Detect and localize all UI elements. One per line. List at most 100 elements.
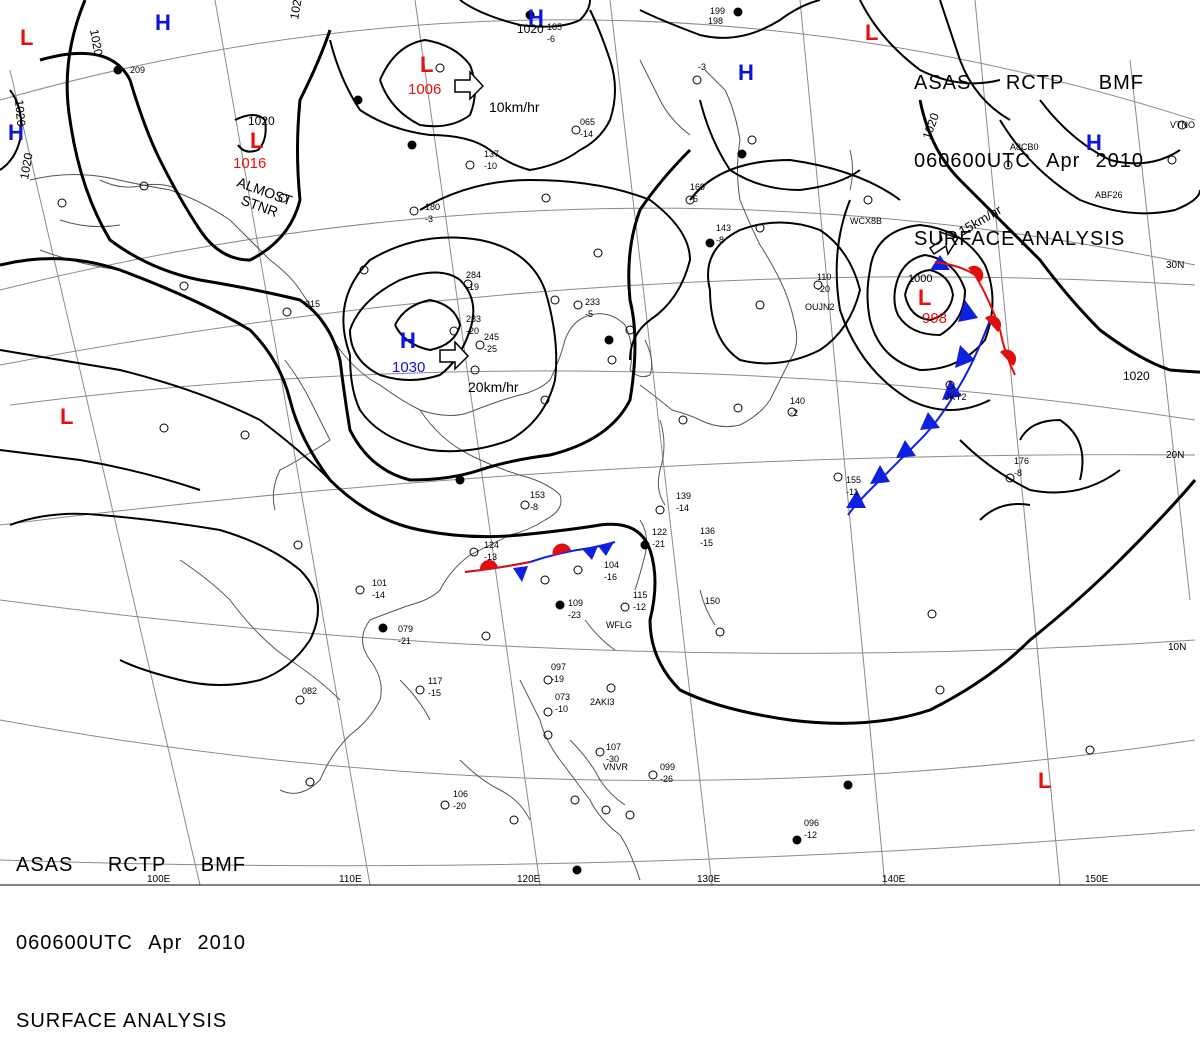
station-value: 122 bbox=[652, 527, 667, 537]
lon-label: 150E bbox=[1085, 874, 1109, 885]
lat-label: 10N bbox=[1168, 642, 1186, 653]
movement-arrow-icon bbox=[439, 70, 960, 371]
low-label: L bbox=[865, 20, 878, 45]
low-center-label: L bbox=[250, 128, 263, 153]
station-value: 082 bbox=[302, 686, 317, 696]
station-value: 101 bbox=[372, 578, 387, 588]
header-title: SURFACE ANALYSIS bbox=[914, 228, 1126, 250]
station-value: 065 bbox=[580, 117, 595, 127]
header-product: BMF bbox=[200, 854, 246, 876]
isobar-labels: 1020 1020 1020 1020 1020 1020 1020 1020 bbox=[12, 0, 1150, 383]
station-value: VTNO bbox=[1170, 120, 1195, 130]
station-value: 139 bbox=[676, 491, 691, 501]
station-value: 097 bbox=[551, 662, 566, 672]
station-value: -6 bbox=[547, 34, 555, 44]
header-year: 2010 bbox=[197, 932, 246, 954]
low-label: L bbox=[1038, 768, 1051, 793]
station-value: 104 bbox=[604, 560, 619, 570]
station-value: 155 bbox=[846, 475, 861, 485]
station-value: 284 bbox=[466, 270, 481, 280]
station-value: -8 bbox=[1014, 468, 1022, 478]
parallels bbox=[0, 19, 1196, 867]
station-value: WFLG bbox=[606, 620, 632, 630]
station-value: -8 bbox=[716, 235, 724, 245]
station-value: -3 bbox=[698, 62, 706, 72]
lat-label: 20N bbox=[1166, 450, 1184, 461]
header-month: Apr bbox=[148, 932, 183, 954]
station-value: 143 bbox=[716, 223, 731, 233]
station-value: -19 bbox=[466, 282, 479, 292]
station-value: 137 bbox=[484, 149, 499, 159]
header-year: 2010 bbox=[1095, 150, 1144, 172]
station-value: 107 bbox=[606, 742, 621, 752]
station-value: 283 bbox=[466, 314, 481, 324]
stationary-front-south bbox=[464, 541, 616, 582]
station-value: -13 bbox=[484, 552, 497, 562]
station-value: OUJN2 bbox=[805, 302, 835, 312]
lon-label: 130E bbox=[697, 874, 721, 885]
header-product: BMF bbox=[1098, 72, 1144, 94]
isobar-label-top: 1020 bbox=[517, 22, 544, 36]
high-label: H bbox=[738, 60, 754, 85]
graticule-labels: 30N 20N 10N 110E 120E 130E 140E 150E 100… bbox=[147, 260, 1186, 885]
station-value: -10 bbox=[484, 161, 497, 171]
lat-label: 30N bbox=[1166, 260, 1184, 271]
low-center-label: L bbox=[420, 52, 433, 77]
station-value: 153 bbox=[530, 490, 545, 500]
station-value: -25 bbox=[484, 344, 497, 354]
isobars bbox=[0, 0, 1200, 725]
header-station: RCTP bbox=[1005, 72, 1065, 94]
station-value: -5 bbox=[585, 309, 593, 319]
station-value: 124 bbox=[484, 540, 499, 550]
station-value: 185 bbox=[547, 22, 562, 32]
station-value: 176 bbox=[1014, 456, 1029, 466]
station-value: -14 bbox=[580, 129, 593, 139]
station-value: -21 bbox=[652, 539, 665, 549]
station-value: -14 bbox=[676, 503, 689, 513]
lon-label: 120E bbox=[517, 874, 541, 885]
station-value: 109 bbox=[568, 598, 583, 608]
station-value: VNVR bbox=[603, 762, 629, 772]
station-value: -15 bbox=[700, 538, 713, 548]
station-value: -8 bbox=[530, 502, 538, 512]
station-value: -19 bbox=[551, 674, 564, 684]
station-value: 096 bbox=[804, 818, 819, 828]
station-value: 245 bbox=[484, 332, 499, 342]
station-value: 115 bbox=[633, 590, 647, 600]
high-label: H bbox=[8, 120, 24, 145]
station-data: 284 -19 283 -20 245 -25 233 -5 153 -8 124 -13 101 -14… bbox=[130, 6, 1195, 840]
station-value: A8CB0 bbox=[1010, 142, 1039, 152]
svg-text:1020: 1020 bbox=[1123, 369, 1150, 383]
high-label: H bbox=[155, 10, 171, 35]
station-value: -12 bbox=[633, 602, 646, 612]
station-value: 140 bbox=[790, 396, 805, 406]
station-value: -2 bbox=[790, 408, 798, 418]
header-time: 060600UTC bbox=[914, 150, 1031, 172]
station-value: -20 bbox=[453, 801, 466, 811]
station-value: -26 bbox=[660, 774, 673, 784]
warm-front-east bbox=[934, 261, 1017, 376]
station-value: 117 bbox=[428, 676, 442, 686]
station-value: -12 bbox=[804, 830, 817, 840]
station-value: ABF26 bbox=[1095, 190, 1123, 200]
station-value: 180 bbox=[425, 202, 440, 212]
station-value: -5 bbox=[690, 194, 698, 204]
station-markers bbox=[57, 7, 1187, 875]
lon-label: 140E bbox=[882, 874, 906, 885]
station-value: 169 bbox=[690, 182, 705, 192]
station-value: 073 bbox=[555, 692, 570, 702]
station-value: 099 bbox=[660, 762, 675, 772]
station-value: -16 bbox=[604, 572, 617, 582]
header-title: SURFACE ANALYSIS bbox=[16, 1010, 228, 1032]
svg-text:1020: 1020 bbox=[17, 151, 35, 180]
high-label: H bbox=[1086, 130, 1102, 155]
high-motion-label: 20km/hr bbox=[468, 379, 519, 395]
station-value: 079 bbox=[398, 624, 413, 634]
svg-text:1020: 1020 bbox=[87, 28, 105, 57]
station-value: 209 bbox=[130, 65, 145, 75]
weather-map: H 1030 L 1006 L 1016 L 998 1000 H H H H … bbox=[0, 0, 1200, 886]
header-top-right: ASAS RCTP BMF 060600UTC Apr 2010 SURFACE… bbox=[914, 18, 1144, 278]
station-value: -11 bbox=[846, 487, 858, 497]
header-month: Apr bbox=[1046, 150, 1081, 172]
svg-text:1020: 1020 bbox=[248, 114, 275, 128]
